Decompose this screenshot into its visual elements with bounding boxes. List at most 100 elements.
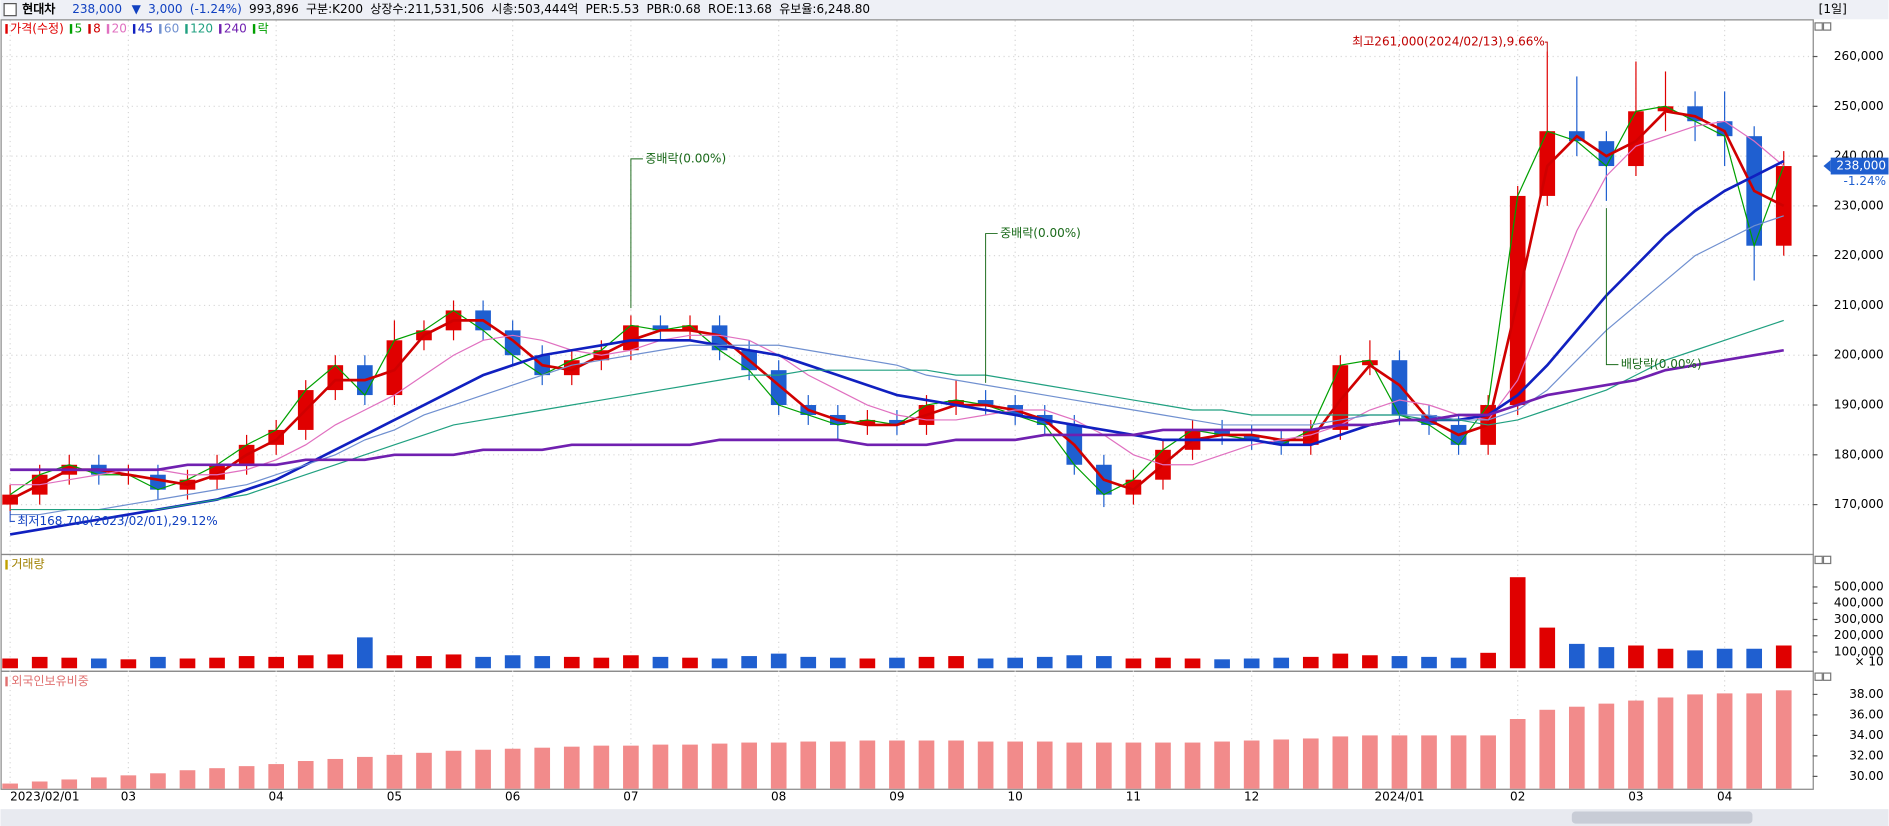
- bar: [1687, 650, 1703, 669]
- moving-average: [10, 319, 1784, 511]
- bar: [918, 740, 935, 789]
- bar: [1214, 659, 1230, 669]
- bar: [31, 781, 48, 789]
- bar: [1007, 657, 1024, 669]
- bar: [682, 657, 698, 669]
- bar: [918, 656, 935, 669]
- legend-swatch: [132, 24, 136, 34]
- x-tick-label: 04: [269, 790, 284, 804]
- checkbox[interactable]: [3, 3, 17, 17]
- legend-swatch: [252, 24, 256, 34]
- bar: [1184, 742, 1201, 789]
- bar: [1184, 658, 1201, 669]
- bar: [327, 758, 344, 789]
- bar: [327, 654, 344, 669]
- panel-button[interactable]: [1822, 22, 1832, 31]
- candle-body: [889, 419, 905, 425]
- legend-swatch: [185, 24, 188, 34]
- bar: [1568, 706, 1585, 789]
- y-tick-label: 200,000: [1834, 348, 1884, 362]
- x-tick-label: 07: [623, 790, 638, 804]
- panel-title: 외국인보유비중: [11, 674, 88, 688]
- candle-body: [1362, 360, 1378, 366]
- panel-button[interactable]: [1822, 672, 1832, 681]
- event-label: 중배락(0.00%): [645, 151, 726, 165]
- bar: [859, 658, 876, 669]
- bar: [1125, 742, 1142, 789]
- bar: [1332, 736, 1349, 789]
- bar: [1391, 656, 1408, 669]
- bar: [445, 654, 462, 669]
- bar: [593, 745, 610, 789]
- header-item: 238,000: [72, 2, 122, 16]
- legend-label: 5: [75, 21, 83, 35]
- scrollbar[interactable]: [0, 809, 1889, 826]
- moving-average: [10, 215, 1784, 516]
- candle-body: [504, 330, 521, 356]
- y-tick-label: 500,000: [1834, 579, 1884, 593]
- y-tick-label: 200,000: [1834, 628, 1884, 642]
- legend-swatch: [106, 24, 110, 34]
- bar: [770, 742, 787, 789]
- panel-button[interactable]: [1814, 22, 1823, 31]
- bar: [90, 777, 107, 789]
- x-tick-label: 12: [1244, 790, 1259, 804]
- legend-swatch: [159, 24, 162, 34]
- scroll-thumb[interactable]: [1571, 811, 1753, 824]
- bar: [2, 658, 18, 669]
- bar: [1628, 645, 1644, 669]
- x-tick-label: 05: [387, 790, 402, 804]
- y-tick-label: 230,000: [1834, 198, 1884, 212]
- bar: [652, 656, 669, 669]
- panel-button[interactable]: [1822, 555, 1832, 565]
- bar: [741, 742, 757, 789]
- candle-body: [2, 494, 18, 505]
- y-tick-label: 30.00: [1849, 769, 1883, 783]
- bar: [889, 657, 905, 669]
- bar: [1273, 657, 1290, 669]
- header-item: 구분:K200: [306, 2, 363, 16]
- header-item: 시총:503,444억: [491, 2, 578, 16]
- multiplier: × 10: [1854, 655, 1883, 669]
- y-tick-label: 210,000: [1834, 298, 1884, 312]
- panel-button[interactable]: [1814, 555, 1823, 565]
- bar: [1302, 738, 1319, 789]
- bar: [1007, 741, 1024, 789]
- candle-body: [1716, 121, 1733, 137]
- header-item: 3,000: [148, 2, 182, 16]
- bar: [386, 754, 403, 789]
- y-tick-label: 36.00: [1849, 707, 1883, 721]
- bar: [504, 655, 521, 669]
- bar: [1657, 697, 1674, 789]
- panel-button[interactable]: [1814, 672, 1823, 681]
- y-tick-label: 180,000: [1834, 447, 1884, 461]
- bar: [623, 745, 639, 789]
- bar: [859, 740, 876, 789]
- x-tick-label: 03: [121, 790, 136, 804]
- legend-swatch: [88, 24, 91, 34]
- bar: [1480, 652, 1496, 669]
- foreign-panel: [0, 670, 1814, 790]
- bar: [563, 746, 580, 789]
- x-tick-label: 02: [1510, 790, 1525, 804]
- bar: [1480, 735, 1496, 789]
- candle-body: [386, 340, 403, 396]
- bar: [209, 657, 225, 669]
- bar: [1421, 656, 1437, 669]
- bar: [445, 750, 462, 789]
- y-tick-label: 260,000: [1834, 49, 1884, 63]
- bar: [31, 656, 48, 669]
- event-line: [630, 158, 643, 309]
- bar: [1716, 693, 1733, 789]
- bar: [1775, 645, 1792, 669]
- bar: [1036, 741, 1053, 789]
- legend-label: 240: [224, 21, 247, 35]
- bar: [1657, 648, 1674, 669]
- y-tick-label: 400,000: [1834, 596, 1884, 610]
- event-line: [1605, 208, 1619, 366]
- legend-swatch: [219, 24, 222, 34]
- bar: [1243, 740, 1260, 789]
- bar: [977, 658, 994, 669]
- event-line: [985, 233, 998, 383]
